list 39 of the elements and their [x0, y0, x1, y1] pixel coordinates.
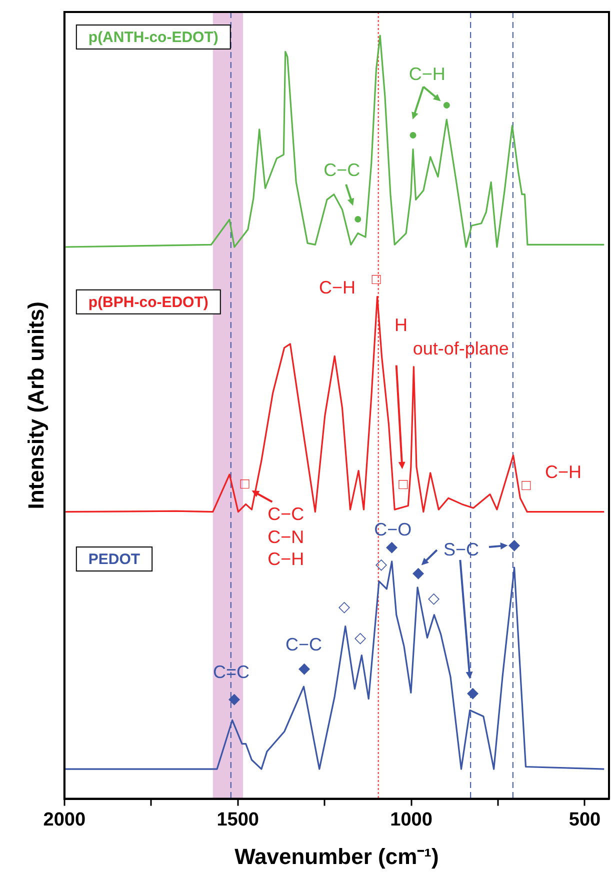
annotation: C−O — [374, 519, 412, 540]
x-tick-label: 1500 — [216, 809, 259, 830]
annotation: ● — [408, 126, 418, 144]
annotation: ◆ — [298, 660, 311, 677]
annotation: C−N — [268, 527, 304, 548]
annotation: C−C — [285, 634, 322, 655]
annotation: C−H — [319, 278, 356, 298]
y-axis-title: Intensity (Arb units) — [23, 302, 48, 510]
x-tick-label: 2000 — [43, 809, 86, 830]
annotation: out-of-plane — [412, 338, 509, 359]
annotation: H — [394, 314, 408, 335]
x-tick-label: 1000 — [390, 809, 432, 830]
annotation: □ — [240, 475, 250, 492]
annotation: ● — [353, 210, 362, 228]
annotation: □ — [398, 476, 409, 493]
annotation: C−H — [268, 549, 304, 570]
annotation: C−C — [324, 160, 360, 180]
annotation: C−H — [408, 64, 446, 84]
annotation: ◆ — [386, 538, 398, 556]
annotation: ◆ — [228, 690, 240, 708]
annotation: ◆ — [508, 536, 520, 554]
annotation: C=C — [213, 662, 250, 682]
annotation: ◇ — [428, 590, 440, 608]
annotation: C−C — [268, 504, 304, 524]
annotation: ◆ — [412, 564, 425, 582]
annotation: ◇ — [376, 556, 388, 574]
annotation: C−H — [544, 462, 582, 482]
annotation: □ — [522, 477, 532, 494]
annotation: ◇ — [354, 629, 367, 646]
annotation: □ — [372, 270, 382, 288]
annotation: S−C — [444, 540, 480, 560]
x-axis-title: Wavenumber (cm⁻¹) — [234, 844, 439, 869]
x-tick-label: 500 — [568, 809, 601, 830]
annotation: ● — [442, 96, 452, 114]
annotation: ◆ — [466, 684, 479, 702]
text: p(ANTH-co-EDOT) — [88, 29, 218, 46]
text: PEDOT — [88, 551, 140, 568]
annotation: ◇ — [338, 598, 350, 616]
text: p(BPH-co-EDOT) — [88, 294, 208, 311]
